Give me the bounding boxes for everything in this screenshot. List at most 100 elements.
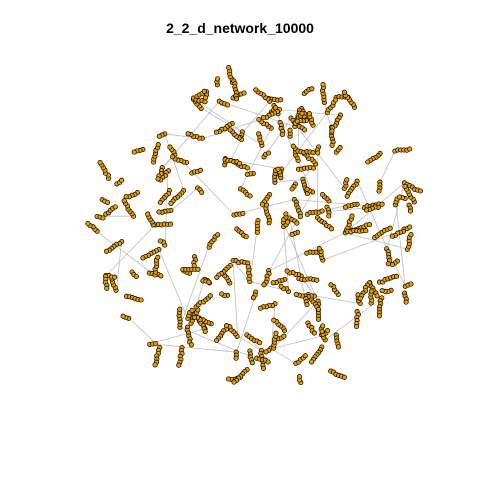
network-edge (105, 224, 156, 277)
network-node (243, 234, 249, 240)
network-node (314, 277, 320, 283)
network-edge (201, 107, 263, 146)
network-node (315, 306, 322, 312)
network-node (256, 131, 262, 137)
network-node (271, 317, 277, 323)
network-node (316, 246, 322, 252)
network-node (133, 273, 139, 279)
network-node (304, 250, 310, 256)
network-node (311, 330, 317, 336)
network-node (197, 167, 203, 173)
network-edge (116, 241, 122, 291)
network-node (185, 131, 191, 137)
network-node (168, 221, 174, 227)
network-node (249, 360, 255, 366)
network-node (387, 225, 393, 231)
network-node (366, 222, 373, 228)
network-node (257, 340, 263, 346)
network-node (145, 211, 151, 217)
network-node (215, 76, 221, 82)
network-node (156, 209, 162, 215)
network-node (344, 177, 350, 183)
network-node (270, 280, 276, 286)
network-node (368, 288, 374, 294)
network-node (294, 220, 300, 226)
network-node (100, 215, 106, 221)
network-node (195, 266, 201, 272)
network-node (324, 328, 331, 334)
network-node (258, 305, 264, 311)
network-edge (158, 249, 188, 319)
network-node (215, 232, 221, 238)
network-edge (179, 246, 210, 328)
network-node (407, 208, 414, 214)
network-node (328, 282, 334, 288)
network-node (293, 291, 299, 297)
network-node (310, 165, 317, 171)
network-node (189, 307, 195, 313)
network-node (226, 65, 232, 71)
network-node (260, 365, 267, 371)
plot-title: 2_2_d_network_10000 (166, 20, 314, 36)
network-edge (386, 182, 405, 249)
network-node (329, 226, 335, 232)
network-node (241, 90, 247, 96)
network-node (379, 201, 385, 207)
network-edge (289, 217, 306, 300)
network-node (247, 193, 253, 199)
network-node (396, 194, 402, 200)
network-node (206, 279, 212, 285)
network-edge (179, 326, 257, 360)
network-node (176, 362, 182, 368)
network-node (319, 328, 325, 334)
network-node (349, 213, 355, 219)
network-node (297, 214, 303, 220)
network-node (237, 160, 243, 166)
network-node (260, 115, 267, 121)
network-node (407, 224, 413, 230)
network-node (140, 255, 146, 261)
network-node (275, 166, 281, 172)
network-node (265, 359, 271, 365)
network-nodes (85, 65, 424, 386)
network-edge (242, 100, 271, 133)
network-node (121, 198, 127, 204)
network-node (152, 362, 158, 368)
network-node (202, 95, 208, 101)
network-node (201, 88, 207, 94)
network-node (341, 374, 347, 380)
network-node (403, 299, 409, 305)
network-node (389, 262, 396, 268)
network-node (240, 210, 246, 217)
network-edge (170, 187, 198, 212)
network-node (250, 295, 256, 301)
network-node (263, 349, 269, 355)
network-node (112, 274, 118, 280)
network-node (304, 186, 310, 192)
network-edge (316, 146, 319, 219)
network-node (233, 96, 240, 102)
network-node (374, 293, 380, 299)
network-node (278, 97, 284, 103)
network-node (365, 159, 371, 165)
network-node (319, 208, 325, 214)
network-node (306, 111, 312, 117)
network-node (256, 116, 262, 123)
network-node (177, 306, 183, 312)
network-node (199, 189, 205, 195)
network-node (320, 323, 326, 329)
network-node (155, 142, 161, 148)
network-node (393, 273, 400, 279)
network-node (105, 199, 111, 205)
network-node (296, 374, 302, 380)
network-node (123, 194, 129, 200)
network-node (335, 344, 341, 350)
network-edge (164, 170, 169, 245)
network-node (278, 283, 284, 289)
network-node (225, 376, 231, 382)
network-edge (149, 328, 206, 345)
network-edge (283, 222, 319, 302)
network-node (332, 97, 339, 103)
network-edge (193, 98, 244, 133)
network-node (281, 333, 287, 339)
